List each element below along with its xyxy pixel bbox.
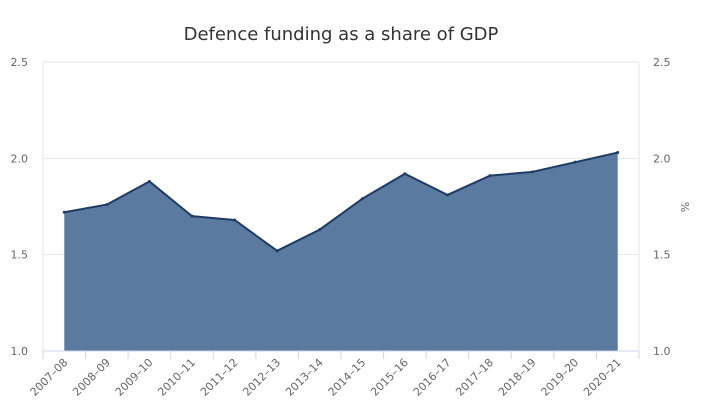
y-tick-label-left: 1.5 xyxy=(11,249,29,262)
x-tick-label: 2018–19 xyxy=(496,356,539,399)
data-point xyxy=(445,193,449,197)
data-point xyxy=(403,172,407,176)
data-point xyxy=(105,203,109,207)
data-point xyxy=(147,179,151,183)
x-tick-label: 2020–21 xyxy=(581,356,624,399)
x-tick-label: 2013–14 xyxy=(283,356,326,399)
data-point xyxy=(275,249,279,253)
x-tick-label: 2007–08 xyxy=(28,356,71,399)
y-axis-title-left: % xyxy=(0,202,3,212)
data-point xyxy=(360,197,364,201)
x-tick-label: 2014–15 xyxy=(326,356,369,399)
data-point xyxy=(62,210,66,214)
x-tick-label: 2009–10 xyxy=(113,356,156,399)
area-line-series-0 xyxy=(64,151,618,252)
x-tick-label: 2016–17 xyxy=(411,356,454,399)
x-tick-label: 2019–20 xyxy=(538,356,581,399)
y-tick-label-left: 1.0 xyxy=(11,345,29,358)
y-tick-label-right: 1.5 xyxy=(653,249,671,262)
y-tick-label-left: 2.5 xyxy=(11,56,29,69)
x-tick-label: 2011–12 xyxy=(198,356,241,399)
y-tick-label-right: 2.0 xyxy=(653,152,671,165)
y-axis-title-right: % xyxy=(679,202,692,212)
x-tick-label: 2015–16 xyxy=(368,356,411,399)
x-tick-label: 2008–09 xyxy=(70,356,113,399)
plot-area xyxy=(62,151,620,351)
data-point xyxy=(531,170,535,174)
y-tick-label-right: 2.5 xyxy=(653,56,671,69)
y-tick-label-right: 1.0 xyxy=(653,345,671,358)
x-tick-label: 2012–13 xyxy=(240,356,283,399)
data-point xyxy=(616,151,620,155)
data-point xyxy=(318,228,322,232)
data-point xyxy=(190,214,194,218)
data-point xyxy=(488,174,492,178)
area-fill-series-0 xyxy=(64,152,618,351)
data-point xyxy=(233,218,237,222)
data-point xyxy=(573,160,577,164)
y-tick-label-left: 2.0 xyxy=(11,152,29,165)
axes xyxy=(42,350,640,359)
x-tick-label: 2017–18 xyxy=(453,356,496,399)
x-tick-label: 2010–11 xyxy=(155,356,198,399)
chart-title: Defence funding as a share of GDP xyxy=(184,24,499,45)
